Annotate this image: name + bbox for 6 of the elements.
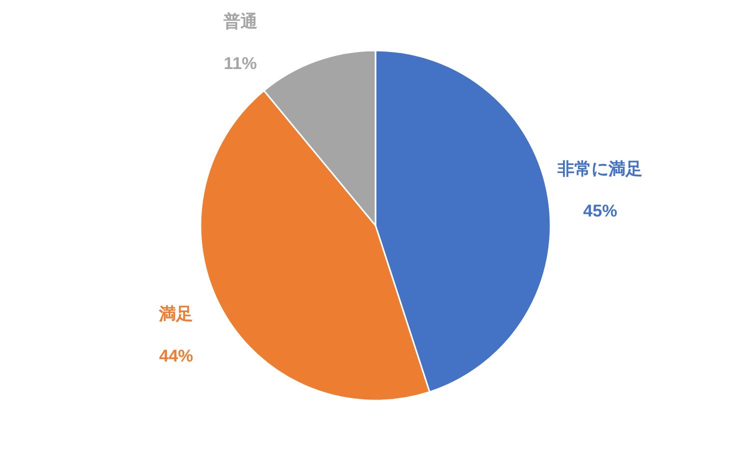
data-label: 45% — [583, 201, 618, 220]
data-label: 11% — [224, 54, 257, 73]
slice-label: 非常に満足 — [556, 159, 643, 178]
slice-label: 普通 — [222, 11, 258, 31]
slice-label: 満足 — [158, 304, 194, 324]
data-label: 44% — [159, 346, 194, 366]
